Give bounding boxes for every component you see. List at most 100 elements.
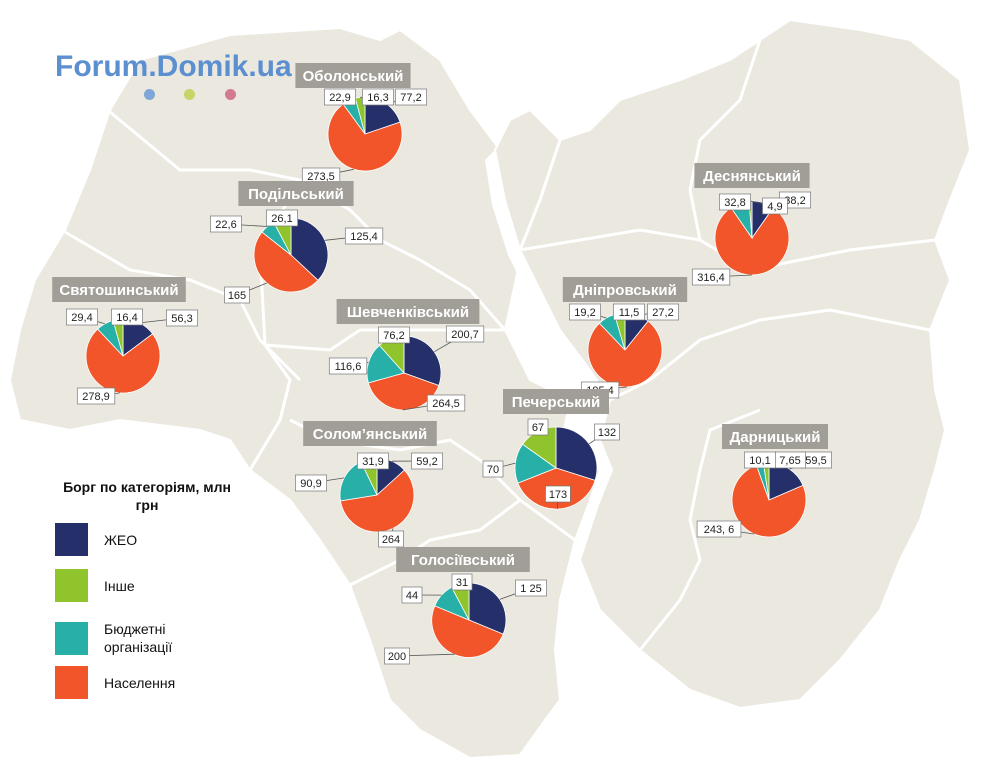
value-label-text: 26,1 (271, 213, 292, 225)
value-label-text: 22,6 (215, 219, 236, 231)
district-name: Деснянський (703, 168, 801, 185)
value-label-dniprovskyi-budget: 19,2 (569, 304, 600, 320)
district-name: Шевченківський (347, 304, 469, 321)
value-label-text: 125,4 (350, 231, 378, 243)
value-label-solomianskyi-population: 264 (379, 531, 404, 547)
value-label-desnianskyi-inshe: 4,9 (763, 198, 788, 214)
district-name: Оболонський (303, 68, 404, 85)
value-label-text: 264,5 (432, 398, 460, 410)
district-name: Дніпровський (573, 282, 677, 299)
value-label-text: 243, 6 (704, 524, 735, 536)
legend-item-zheo: ЖЕО (55, 523, 214, 556)
logo-dot-3 (225, 89, 236, 100)
value-label-holosiivskyi-population: 200 (385, 648, 410, 664)
district-name: Голосіївський (411, 552, 515, 569)
value-label-dniprovskyi-zheo: 27,2 (647, 304, 678, 320)
value-label-text: 59,2 (416, 456, 437, 468)
value-label-text: 173 (549, 489, 567, 501)
value-label-text: 132 (598, 427, 616, 439)
district-name: Солом’янський (313, 426, 428, 443)
value-label-solomianskyi-inshe: 31,9 (357, 453, 388, 469)
value-label-text: 90,9 (300, 478, 321, 490)
legend-swatch-budget (55, 622, 88, 655)
district-label-podilskyi: Подільський (238, 181, 353, 206)
value-label-text: 22,9 (329, 92, 350, 104)
district-name: Святошинський (59, 282, 178, 299)
logo-dot-1 (144, 89, 155, 100)
value-label-text: 16,3 (367, 92, 388, 104)
value-label-shevchenkivskyi-budget: 116,6 (329, 358, 367, 374)
pie-obolonskyi (328, 97, 402, 171)
value-label-podilskyi-population: 165 (225, 287, 250, 303)
value-label-holosiivskyi-zheo: 1 25 (515, 580, 546, 596)
value-label-text: 10,1 (749, 455, 770, 467)
value-label-solomianskyi-zheo: 59,2 (411, 453, 442, 469)
value-label-desnianskyi-population: 316,4 (692, 269, 730, 285)
district-label-dniprovskyi: Дніпровський (563, 277, 687, 302)
legend-swatch-inshe (55, 569, 88, 602)
watermark-logo: Forum.Domik.ua (55, 50, 292, 84)
value-label-text: 29,4 (71, 312, 92, 324)
value-label-text: 70 (487, 464, 499, 476)
value-label-text: 316,4 (697, 272, 725, 284)
value-label-darnytskyi-population: 243, 6 (697, 521, 741, 537)
pie-darnytskyi (732, 463, 806, 537)
district-label-shevchenkivskyi: Шевченківський (337, 299, 480, 324)
legend-label-zheo: ЖЕО (104, 531, 214, 549)
district-name: Дарницький (730, 429, 821, 446)
left-bank-area (495, 20, 970, 708)
pie-sviatoshynskyi (86, 319, 160, 393)
value-label-holosiivskyi-inshe: 31 (452, 574, 472, 590)
logo-dot-2 (184, 89, 195, 100)
value-label-darnytskyi-inshe: 7,65 (774, 452, 805, 468)
value-label-text: 31,9 (362, 456, 383, 468)
value-label-obolonskyi-zheo: 77,2 (395, 89, 426, 105)
value-label-shevchenkivskyi-zheo: 200,7 (446, 326, 484, 342)
value-label-text: 116,6 (335, 361, 362, 373)
value-label-pecherskyi-budget: 70 (483, 461, 503, 477)
value-label-holosiivskyi-budget: 44 (402, 587, 422, 603)
district-label-darnytskyi: Дарницький (722, 424, 828, 449)
legend-item-population: Населення (55, 666, 214, 699)
district-label-desnianskyi: Деснянський (694, 163, 809, 188)
value-label-desnianskyi-budget: 32,8 (719, 194, 750, 210)
value-label-text: 16,4 (116, 312, 137, 324)
pie-dniprovskyi (588, 313, 662, 387)
legend-item-budget: Бюджетні організації (55, 620, 214, 656)
value-label-text: 44 (406, 590, 418, 602)
value-label-solomianskyi-budget: 90,9 (295, 475, 326, 491)
value-label-sviatoshynskyi-zheo: 56,3 (166, 310, 197, 326)
value-label-text: 11,5 (619, 307, 640, 319)
value-label-text: 59,5 (805, 455, 826, 467)
value-label-pecherskyi-zheo: 132 (595, 424, 620, 440)
value-label-text: 67 (532, 422, 544, 434)
value-label-podilskyi-inshe: 26,1 (266, 210, 297, 226)
value-label-text: 56,3 (171, 313, 192, 325)
value-label-text: 76,2 (383, 330, 404, 342)
value-label-sviatoshynskyi-budget: 29,4 (66, 309, 97, 325)
legend-swatch-zheo (55, 523, 88, 556)
value-label-podilskyi-zheo: 125,4 (345, 228, 383, 244)
value-label-darnytskyi-budget: 10,1 (744, 452, 775, 468)
value-label-text: 7,65 (779, 455, 800, 467)
district-name: Печерський (512, 394, 600, 411)
pie-holosiivskyi (432, 583, 506, 657)
value-label-dniprovskyi-inshe: 11,5 (613, 304, 644, 320)
value-label-text: 77,2 (400, 92, 421, 104)
value-label-text: 4,9 (767, 201, 782, 213)
legend-label-population: Населення (104, 674, 214, 692)
value-label-text: 32,8 (724, 197, 745, 209)
legend-title: Борг по категоріям, млн грн (62, 478, 232, 514)
value-label-obolonskyi-budget: 22,9 (324, 89, 355, 105)
value-label-text: 1 25 (520, 583, 541, 595)
value-label-pecherskyi-inshe: 67 (528, 419, 548, 435)
value-label-text: 165 (228, 290, 246, 302)
district-label-holosiivskyi: Голосіївський (396, 547, 530, 572)
value-label-text: 27,2 (652, 307, 673, 319)
value-label-pecherskyi-population: 173 (546, 486, 571, 502)
district-label-obolonskyi: Оболонський (295, 63, 410, 88)
value-label-podilskyi-budget: 22,6 (210, 216, 241, 232)
legend-label-inshe: Інше (104, 577, 214, 595)
legend-label-budget: Бюджетні організації (104, 620, 214, 656)
value-label-sviatoshynskyi-population: 278,9 (77, 388, 115, 404)
